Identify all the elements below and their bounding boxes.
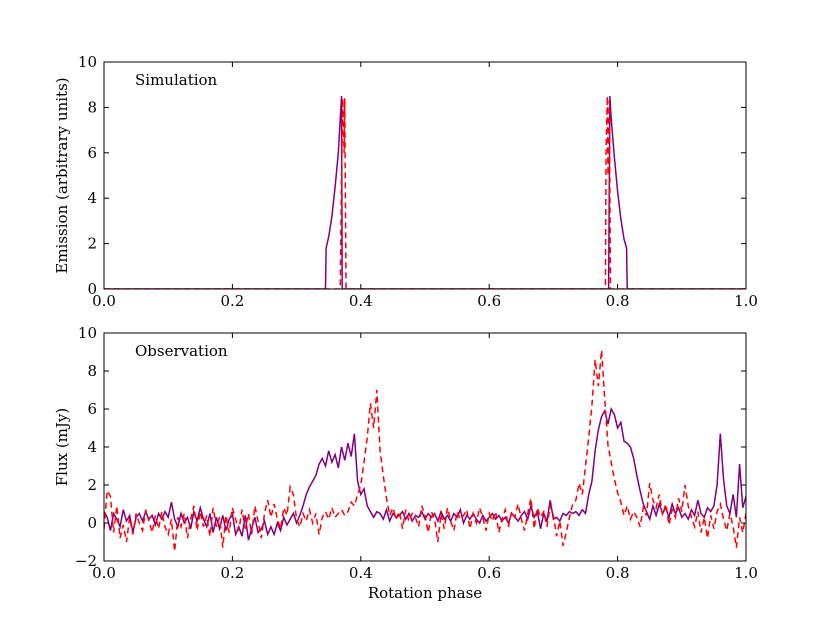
observation-x-axis-label: Rotation phase (368, 584, 482, 602)
simulation-series-dashed-line (104, 96, 746, 289)
observation-axes-frame (103, 332, 747, 562)
simulation-y-tick-label: 8 (87, 98, 97, 116)
observation-x-tick-label: 0.6 (477, 564, 501, 582)
observation-y-axis-label: Flux (mJy) (53, 408, 71, 487)
simulation-y-tick-label: 10 (78, 53, 97, 71)
simulation-panel-title: Simulation (135, 71, 218, 89)
simulation-y-tick-label: 2 (87, 235, 97, 253)
observation-series-dashed-line (104, 350, 746, 552)
simulation-y-tick-label: 6 (87, 144, 97, 162)
simulation-series-solid-line (104, 96, 746, 289)
simulation-x-tick-label: 1.0 (734, 292, 758, 310)
observation-panel: 0.0 0.2 0.4 0.6 0.8 1.0 −2 0 2 4 6 8 10 Observation Fl… (53, 324, 758, 602)
observation-y-tick-label: −2 (75, 552, 97, 570)
observation-series-solid-line (104, 406, 746, 541)
observation-y-tick-label: 8 (87, 362, 97, 380)
observation-y-tick-label: 2 (87, 476, 97, 494)
simulation-panel: 0.0 0.2 0.4 0.6 0.8 1.0 0 2 4 6 8 10 Simulation Emiss… (53, 53, 758, 310)
observation-x-tick-label: 0.8 (606, 564, 630, 582)
observation-x-tick-label: 1.0 (734, 564, 758, 582)
observation-y-tick-label: 4 (87, 438, 97, 456)
simulation-axes-frame (103, 61, 747, 290)
simulation-y-tick-label: 0 (87, 280, 97, 298)
simulation-x-tick-label: 0.4 (349, 292, 373, 310)
simulation-y-tick-label: 4 (87, 189, 97, 207)
observation-panel-title: Observation (135, 342, 228, 360)
simulation-x-tick-label: 0.0 (92, 292, 116, 310)
observation-y-tick-label: 10 (78, 324, 97, 342)
simulation-x-tick-label: 0.6 (477, 292, 501, 310)
simulation-x-tick-label: 0.2 (220, 292, 244, 310)
simulation-x-tick-label: 0.8 (606, 292, 630, 310)
observation-x-tick-label: 0.2 (220, 564, 244, 582)
observation-y-tick-label: 0 (87, 514, 97, 532)
observation-x-tick-label: 0.0 (92, 564, 116, 582)
simulation-y-axis-label: Emission (arbitrary units) (53, 77, 71, 273)
observation-x-tick-label: 0.4 (349, 564, 373, 582)
observation-y-tick-label: 6 (87, 400, 97, 418)
